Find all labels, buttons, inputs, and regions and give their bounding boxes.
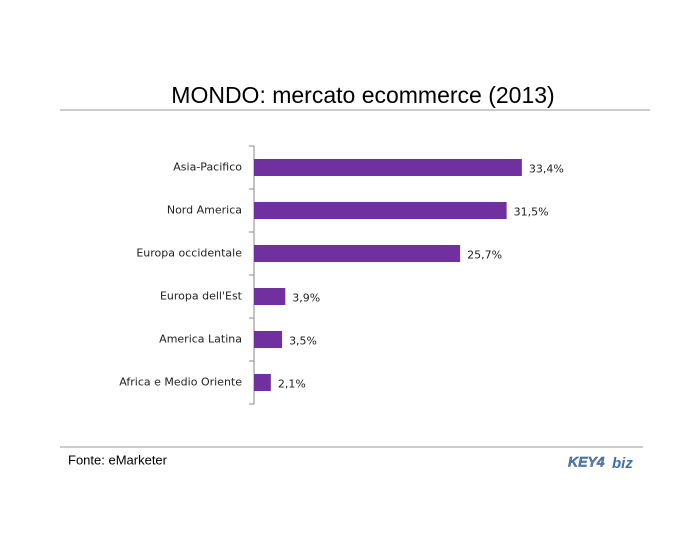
bar	[254, 245, 461, 262]
value-label: 2,1%	[278, 378, 306, 391]
category-label: Asia-Pacifico	[173, 161, 242, 174]
category-label: America Latina	[159, 333, 242, 346]
bar	[254, 159, 522, 176]
category-label: Europa occidentale	[136, 247, 242, 260]
logo-key: KEY4	[568, 454, 605, 470]
bar	[254, 202, 507, 219]
logo-biz: biz	[612, 455, 633, 472]
category-label: Africa e Medio Oriente	[119, 376, 242, 389]
value-label: 33,4%	[529, 163, 564, 176]
bar	[254, 374, 271, 391]
value-label: 3,5%	[289, 335, 317, 348]
bar	[254, 331, 283, 348]
value-label: 31,5%	[514, 206, 549, 219]
value-label: 3,9%	[292, 292, 320, 305]
logo: KEY4 biz	[568, 454, 634, 472]
source: Fonte: eMarketer	[68, 452, 168, 467]
value-label: 25,7%	[467, 249, 502, 262]
category-label: Nord America	[167, 204, 242, 217]
chart-title: MONDO: mercato ecommerce (2013)	[171, 82, 554, 108]
bar	[254, 288, 286, 305]
category-label: Europa dell'Est	[160, 290, 243, 303]
